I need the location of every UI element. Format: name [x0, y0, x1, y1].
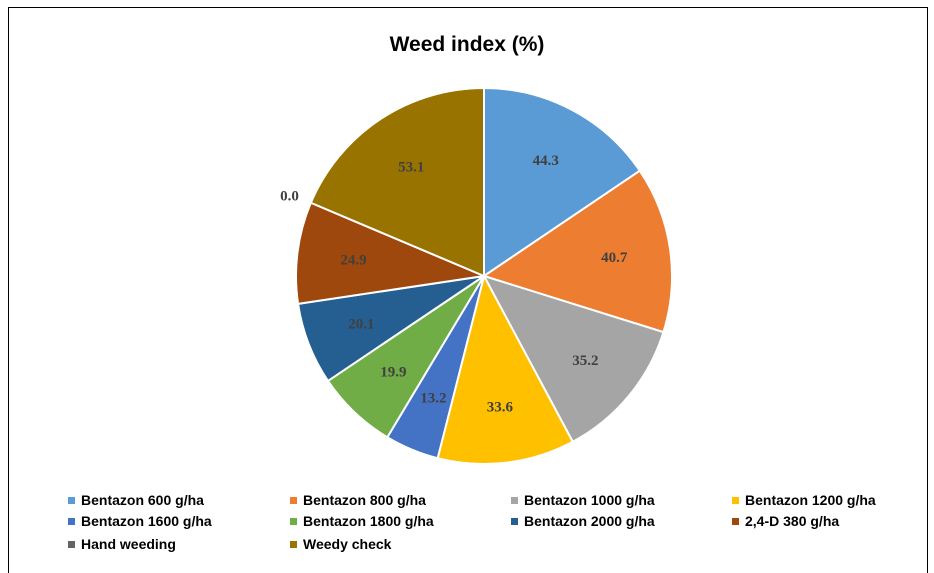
legend-label: Weedy check: [303, 536, 392, 552]
legend-swatch: [68, 496, 75, 504]
legend-item-hand-weeding: Hand weeding: [68, 536, 176, 552]
data-label-bentazon-1600-g-ha: 13.2: [420, 390, 446, 406]
legend-swatch: [511, 517, 518, 525]
pie-slice-weedy-check: [309, 86, 485, 278]
legend-swatch: [290, 496, 297, 504]
data-label-weedy-check: 53.1: [398, 159, 424, 175]
legend-item-bentazon-800-g-ha: Bentazon 800 g/ha: [290, 492, 426, 508]
data-label-bentazon-1800-g-ha: 19.9: [380, 364, 406, 380]
pie-slice-bentazon-1000-g-ha: [481, 274, 665, 444]
legend-label: Bentazon 1000 g/ha: [524, 492, 655, 508]
legend-label: Bentazon 800 g/ha: [303, 492, 426, 508]
pie-slice-bentazon-800-g-ha: [481, 169, 673, 334]
legend-label: Bentazon 1800 g/ha: [303, 513, 434, 529]
legend-item-weedy-check: Weedy check: [290, 536, 391, 552]
legend-item-bentazon-1000-g-ha: Bentazon 1000 g/ha: [511, 492, 655, 508]
data-label-hand-weeding: 0.0: [280, 188, 299, 204]
data-label-bentazon-1200-g-ha: 33.6: [487, 400, 514, 416]
legend-item-bentazon-1800-g-ha: Bentazon 1800 g/ha: [290, 513, 434, 529]
chart-title: Weed index (%): [389, 33, 545, 56]
legend-label: Hand weeding: [81, 536, 176, 552]
data-label-bentazon-800-g-ha: 40.7: [601, 250, 628, 266]
legend-item-bentazon-1600-g-ha: Bentazon 1600 g/ha: [68, 513, 212, 529]
chart-frame: [8, 7, 928, 573]
legend-label: 2,4-D 380 g/ha: [745, 513, 840, 529]
legend-swatch: [511, 496, 518, 504]
data-label-bentazon-2000-g-ha: 20.1: [348, 317, 374, 333]
legend-swatch: [290, 517, 297, 525]
legend-item-2-4-d-380-g-ha: 2,4-D 380 g/ha: [732, 513, 839, 529]
pie-slice-bentazon-1200-g-ha: [436, 273, 575, 465]
legend-swatch: [732, 496, 739, 504]
legend-swatch: [732, 517, 739, 525]
data-label-bentazon-600-g-ha: 44.3: [533, 153, 559, 169]
pie-slice-bentazon-600-g-ha: [483, 86, 642, 278]
legend-label: Bentazon 2000 g/ha: [524, 513, 655, 529]
legend-swatch: [68, 540, 75, 548]
legend-label: Bentazon 1200 g/ha: [745, 492, 876, 508]
legend-item-bentazon-1200-g-ha: Bentazon 1200 g/ha: [732, 492, 876, 508]
legend-label: Bentazon 600 g/ha: [81, 492, 204, 508]
pie-slice-2-4-d-380-g-ha: [295, 201, 488, 306]
legend-swatch: [68, 517, 75, 525]
legend-label: Bentazon 1600 g/ha: [81, 513, 212, 529]
legend-swatch: [290, 540, 297, 548]
data-label-2-4-d-380-g-ha: 24.9: [340, 253, 366, 269]
legend-item-bentazon-2000-g-ha: Bentazon 2000 g/ha: [511, 513, 655, 529]
data-label-bentazon-1000-g-ha: 35.2: [572, 353, 598, 369]
legend-item-bentazon-600-g-ha: Bentazon 600 g/ha: [68, 492, 204, 508]
